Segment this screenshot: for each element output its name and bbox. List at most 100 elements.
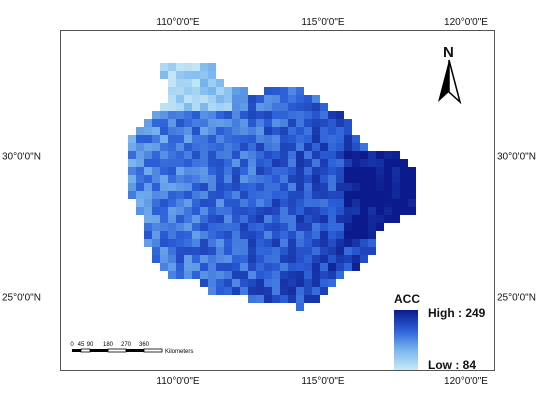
raster-cell bbox=[184, 119, 192, 127]
raster-cell bbox=[376, 167, 384, 175]
scale-bar-segment bbox=[72, 349, 81, 352]
raster-cell bbox=[224, 199, 232, 207]
raster-cell bbox=[248, 127, 256, 135]
raster-cell bbox=[344, 119, 352, 127]
raster-cell bbox=[280, 255, 288, 263]
raster-cell bbox=[288, 287, 296, 295]
raster-cell bbox=[192, 95, 200, 103]
raster-cell bbox=[192, 247, 200, 255]
raster-cell bbox=[224, 95, 232, 103]
raster-cell bbox=[200, 71, 208, 79]
lon-label-bottom-115: 115°0'0"E bbox=[301, 376, 345, 387]
raster-cell bbox=[176, 183, 184, 191]
raster-cell bbox=[224, 167, 232, 175]
raster-cell bbox=[232, 239, 240, 247]
raster-cell bbox=[248, 247, 256, 255]
raster-cell bbox=[344, 183, 352, 191]
raster-cell bbox=[336, 159, 344, 167]
raster-cell bbox=[200, 239, 208, 247]
raster-cell bbox=[264, 167, 272, 175]
raster-cell bbox=[192, 263, 200, 271]
raster-cell bbox=[328, 215, 336, 223]
raster-cell bbox=[376, 151, 384, 159]
raster-cell bbox=[184, 135, 192, 143]
raster-cell bbox=[144, 119, 152, 127]
raster-cell bbox=[240, 87, 248, 95]
raster-cell bbox=[248, 175, 256, 183]
raster-cell bbox=[208, 191, 216, 199]
raster-cell bbox=[328, 111, 336, 119]
raster-cell bbox=[280, 183, 288, 191]
raster-cell bbox=[344, 167, 352, 175]
raster-cell bbox=[144, 223, 152, 231]
raster-cell bbox=[344, 135, 352, 143]
raster-cell bbox=[280, 263, 288, 271]
raster-cell bbox=[216, 135, 224, 143]
raster-cell bbox=[208, 215, 216, 223]
raster-cell bbox=[288, 151, 296, 159]
raster-cell bbox=[208, 135, 216, 143]
raster-cell bbox=[136, 159, 144, 167]
raster-cell bbox=[368, 223, 376, 231]
raster-cell bbox=[136, 151, 144, 159]
raster-cell bbox=[288, 175, 296, 183]
raster-cell bbox=[352, 223, 360, 231]
raster-cell bbox=[200, 207, 208, 215]
raster-cell bbox=[384, 151, 392, 159]
raster-cell bbox=[400, 207, 408, 215]
raster-cell bbox=[152, 159, 160, 167]
raster-cell bbox=[192, 103, 200, 111]
raster-cell bbox=[304, 247, 312, 255]
raster-cell bbox=[168, 191, 176, 199]
raster-cell bbox=[240, 95, 248, 103]
raster-cell bbox=[280, 119, 288, 127]
raster-cell bbox=[312, 215, 320, 223]
raster-cell bbox=[256, 111, 264, 119]
raster-cell bbox=[224, 111, 232, 119]
raster-cell bbox=[352, 239, 360, 247]
raster-cell bbox=[320, 207, 328, 215]
raster-cell bbox=[216, 175, 224, 183]
raster-cell bbox=[232, 87, 240, 95]
raster-cell bbox=[184, 231, 192, 239]
raster-cell bbox=[160, 247, 168, 255]
raster-cell bbox=[336, 263, 344, 271]
raster-cell bbox=[336, 215, 344, 223]
raster-cell bbox=[208, 231, 216, 239]
raster-cell bbox=[312, 143, 320, 151]
raster-cell bbox=[328, 199, 336, 207]
raster-cell bbox=[200, 103, 208, 111]
raster-cell bbox=[296, 151, 304, 159]
raster-cell bbox=[360, 159, 368, 167]
raster-cell bbox=[312, 103, 320, 111]
raster-cell bbox=[168, 255, 176, 263]
raster-cell bbox=[312, 263, 320, 271]
raster-cell bbox=[224, 279, 232, 287]
raster-cell bbox=[192, 183, 200, 191]
raster-cell bbox=[280, 199, 288, 207]
raster-cell bbox=[160, 239, 168, 247]
raster-cell bbox=[288, 135, 296, 143]
raster-cell bbox=[144, 239, 152, 247]
raster-cell bbox=[336, 111, 344, 119]
raster-cell bbox=[288, 167, 296, 175]
north-arrow-icon bbox=[438, 59, 462, 105]
raster-cell bbox=[208, 255, 216, 263]
raster-cell bbox=[176, 103, 184, 111]
raster-cell bbox=[248, 295, 256, 303]
raster-cell bbox=[248, 103, 256, 111]
raster-cell bbox=[208, 159, 216, 167]
raster-cell bbox=[144, 167, 152, 175]
raster-cell bbox=[208, 95, 216, 103]
raster-cell bbox=[208, 71, 216, 79]
raster-cell bbox=[320, 287, 328, 295]
raster-cell bbox=[216, 199, 224, 207]
raster-cell bbox=[256, 103, 264, 111]
raster-cell bbox=[224, 231, 232, 239]
raster-cell bbox=[360, 167, 368, 175]
raster-cell bbox=[320, 191, 328, 199]
raster-cell bbox=[160, 263, 168, 271]
raster-cell bbox=[312, 231, 320, 239]
raster-cell bbox=[232, 199, 240, 207]
raster-cell bbox=[152, 183, 160, 191]
